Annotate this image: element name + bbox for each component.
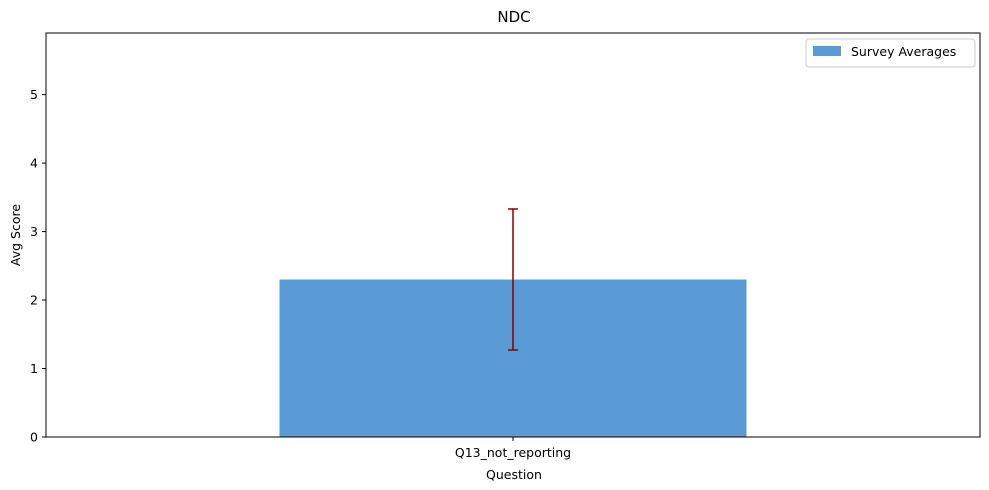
y-tick-label: 2	[30, 293, 38, 308]
chart-title: NDC	[497, 8, 530, 26]
y-tick-label: 5	[30, 87, 38, 102]
y-tick-label: 0	[30, 430, 38, 445]
legend-swatch	[813, 46, 841, 56]
y-axis-label: Avg Score	[8, 204, 23, 266]
plot-frame	[45, 32, 981, 438]
legend: Survey Averages	[805, 38, 976, 68]
x-axis-label: Question	[486, 467, 542, 482]
error-bar	[508, 208, 518, 351]
y-tick-label: 1	[30, 361, 38, 376]
x-tick-label: Q13_not_reporting	[455, 445, 571, 460]
y-tick-label: 3	[30, 224, 38, 239]
legend-box	[805, 38, 976, 68]
plot-area: 0 1 2 3 4 5 Q13_not_reporting	[30, 87, 747, 460]
legend-label: Survey Averages	[851, 44, 956, 59]
y-tick-label: 4	[30, 156, 38, 171]
